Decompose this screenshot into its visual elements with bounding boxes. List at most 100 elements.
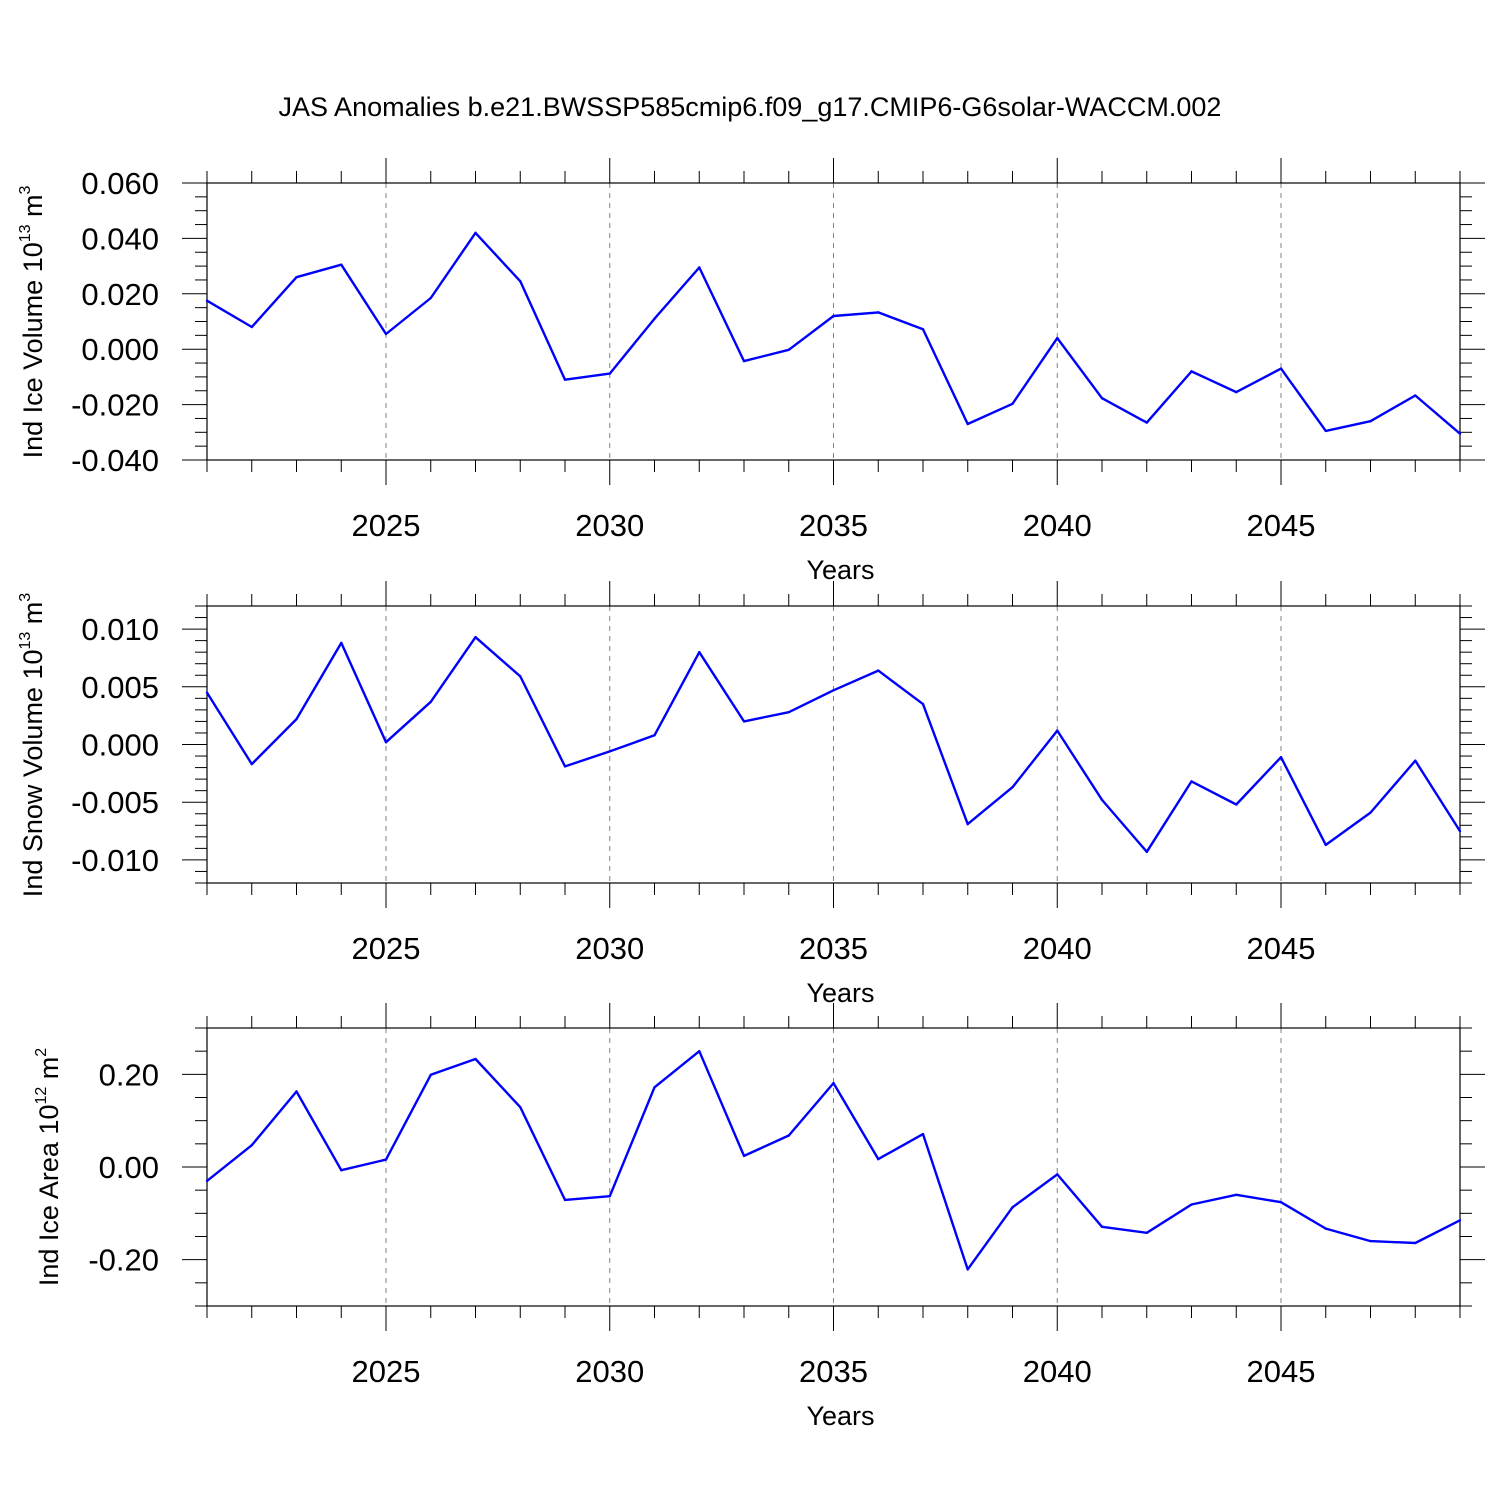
data-point <box>877 1157 880 1161</box>
data-point <box>921 328 925 331</box>
data-point <box>1369 811 1372 814</box>
x-tick-label: 2035 <box>799 1354 868 1389</box>
data-point <box>832 1081 835 1085</box>
data-point <box>384 740 388 744</box>
data-point <box>877 311 880 314</box>
data-point <box>1190 370 1193 373</box>
data-point <box>653 734 656 737</box>
data-point <box>250 762 253 766</box>
y-axis-unit: m <box>34 1057 64 1087</box>
panel-3: -0.20 0.00 0.20 2025 2030 2035 2040 2045 Years In… <box>33 1003 1485 1431</box>
data-point <box>787 710 790 714</box>
data-point <box>474 1057 477 1061</box>
data-point <box>653 317 656 320</box>
data-point <box>1369 1239 1372 1243</box>
data-point <box>832 314 835 318</box>
y-axis-unit-power: 3 <box>17 593 34 602</box>
y-tick-label: -0.005 <box>71 785 159 820</box>
y-tick-label: 0.20 <box>99 1057 159 1092</box>
data-point <box>205 299 209 302</box>
y-tick-label: 0.00 <box>99 1150 159 1185</box>
data-point <box>295 275 298 279</box>
data-point <box>1145 421 1148 424</box>
data-point <box>966 1268 969 1271</box>
y-tick-label: 0.060 <box>81 166 159 201</box>
y-axis-unit-power: 2 <box>33 1048 50 1057</box>
data-point <box>608 1194 611 1198</box>
data-point <box>608 750 611 753</box>
chart-title: JAS Anomalies b.e21.BWSSP585cmip6.f09_g1… <box>278 92 1222 122</box>
data-point <box>832 689 835 692</box>
panel-2: -0.010 -0.005 0.000 0.005 0.010 2025 2030 2035 2… <box>17 581 1485 1008</box>
x-tick-label: 2025 <box>352 508 421 543</box>
x-tick-label: 2040 <box>1023 931 1092 966</box>
data-point <box>966 422 969 426</box>
data-point <box>1458 1219 1462 1222</box>
y-tick-label: -0.20 <box>88 1243 159 1278</box>
data-point <box>250 1144 253 1147</box>
y-axis-label: Ind Ice Area 1012 m2 <box>33 1048 64 1286</box>
data-point <box>205 1179 209 1183</box>
data-point <box>1279 1201 1283 1204</box>
x-tick-label: 2025 <box>352 931 421 966</box>
data-point <box>1145 1231 1148 1234</box>
y-tick-label: 0.005 <box>81 670 159 705</box>
x-tick-label: 2045 <box>1247 508 1316 543</box>
y-axis-label: Ind Ice Volume 1013 m3 <box>17 185 48 458</box>
data-point <box>698 1049 701 1053</box>
y-tick-label: 0.000 <box>81 728 159 763</box>
data-point <box>295 1090 298 1093</box>
data-point <box>1056 336 1059 340</box>
data-point <box>1458 432 1462 435</box>
data-point <box>698 266 701 269</box>
y-axis-unit-power: 3 <box>17 185 34 194</box>
y-tick-label: -0.020 <box>71 388 159 423</box>
y-tick-label: 0.040 <box>81 221 159 256</box>
data-point <box>1414 1241 1417 1245</box>
data-point <box>563 378 567 381</box>
y-axis-unit: m <box>18 194 48 224</box>
data-point <box>1279 755 1283 759</box>
y-axis-label-text: Ind Ice Volume 10 <box>18 242 48 458</box>
data-point <box>384 1158 388 1161</box>
x-tick-label: 2040 <box>1023 508 1092 543</box>
data-point <box>1235 390 1238 394</box>
x-axis-label: Years <box>806 555 874 585</box>
data-point <box>1324 1227 1327 1230</box>
data-point <box>787 1134 790 1137</box>
data-point <box>429 296 432 300</box>
data-point <box>1414 759 1417 762</box>
data-point <box>295 717 298 721</box>
data-point <box>1324 843 1327 847</box>
x-axis-label: Years <box>806 1401 874 1431</box>
y-axis-label-text: Ind Ice Area 10 <box>34 1105 64 1287</box>
y-axis-unit: m <box>18 602 48 632</box>
data-point <box>877 669 880 672</box>
data-point <box>1100 397 1104 400</box>
y-axis-label: Ind Snow Volume 1013 m3 <box>17 593 48 897</box>
data-point <box>340 641 343 645</box>
data-point <box>1369 420 1372 423</box>
x-tick-label: 2030 <box>575 931 644 966</box>
data-point <box>519 675 522 678</box>
data-point <box>340 263 343 266</box>
data-point <box>787 348 790 351</box>
data-point <box>384 332 388 336</box>
y-tick-label: -0.040 <box>71 443 159 478</box>
data-point <box>1190 1203 1193 1206</box>
x-tick-label: 2030 <box>575 508 644 543</box>
data-point <box>340 1169 343 1172</box>
data-point <box>742 359 746 363</box>
data-point <box>1011 1206 1014 1209</box>
x-tick-label: 2035 <box>799 931 868 966</box>
data-point <box>608 372 611 375</box>
data-point <box>519 280 522 283</box>
data-point <box>1100 798 1104 802</box>
x-tick-label: 2045 <box>1247 931 1316 966</box>
panel-1: -0.040 -0.020 0.000 0.020 0.040 0.060 2025 2030… <box>17 158 1485 585</box>
data-point <box>921 702 925 706</box>
data-point <box>1279 367 1283 370</box>
data-point <box>519 1106 522 1109</box>
data-point <box>653 1086 656 1089</box>
data-point <box>1458 829 1462 833</box>
